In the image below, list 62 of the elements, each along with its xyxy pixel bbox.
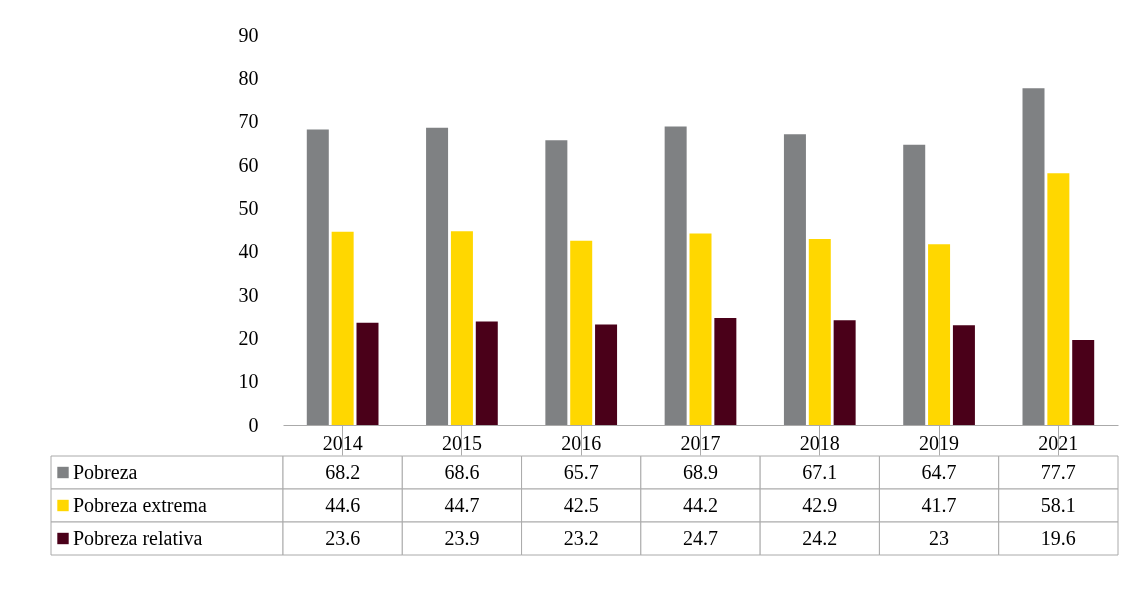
bar	[426, 127, 449, 425]
bar	[595, 324, 618, 425]
bar	[689, 233, 712, 425]
data-label: 41.7	[921, 493, 957, 516]
bar	[331, 231, 354, 425]
data-label: 44.7	[444, 493, 480, 516]
bar	[783, 134, 806, 425]
bar	[1022, 88, 1045, 425]
data-label: 44.6	[325, 493, 361, 516]
data-label: 24.2	[802, 526, 838, 549]
bar	[1072, 340, 1095, 425]
legend-label: Pobreza extrema	[73, 493, 207, 516]
data-label: 44.2	[683, 493, 718, 516]
y-tick-label: 80	[238, 66, 259, 89]
y-tick-label: 90	[238, 23, 259, 46]
legend-label: Pobreza	[73, 460, 138, 483]
x-tick-label: 2017	[680, 431, 721, 454]
data-label: 68.6	[444, 460, 480, 483]
data-label: 68.2	[325, 460, 361, 483]
y-tick-label: 50	[238, 196, 259, 219]
data-label: 19.6	[1040, 526, 1076, 549]
data-label: 65.7	[563, 460, 599, 483]
data-label: 23.2	[563, 526, 599, 549]
bar	[952, 325, 975, 425]
x-tick-label: 2016	[561, 431, 602, 454]
bar	[306, 129, 329, 425]
legend-label: Pobreza relativa	[73, 526, 203, 549]
bar	[664, 126, 687, 425]
data-label: 68.9	[683, 460, 718, 483]
y-tick-label: 0	[248, 413, 259, 436]
data-label: 23.9	[444, 526, 480, 549]
y-tick-label: 10	[238, 370, 259, 393]
bar	[714, 317, 737, 425]
data-label: 23	[929, 526, 950, 549]
x-tick-label: 2014	[322, 431, 363, 454]
data-label: 42.9	[802, 493, 838, 516]
x-tick-label: 2018	[799, 431, 840, 454]
data-label: 23.6	[325, 526, 361, 549]
y-tick-label: 70	[238, 110, 259, 133]
y-tick-label: 40	[238, 240, 259, 263]
bar	[356, 322, 379, 425]
x-tick-label: 2021	[1038, 431, 1079, 454]
bar	[545, 140, 568, 425]
bar	[833, 320, 856, 425]
data-label: 67.1	[802, 460, 838, 483]
x-tick-label: 2019	[919, 431, 960, 454]
y-tick-label: 20	[238, 326, 259, 349]
x-tick-label: 2015	[441, 431, 482, 454]
bar	[570, 240, 593, 425]
bar	[1047, 173, 1070, 425]
y-tick-label: 30	[238, 283, 259, 306]
data-label: 77.7	[1040, 460, 1076, 483]
data-label: 64.7	[921, 460, 957, 483]
bar	[475, 321, 498, 425]
data-label: 58.1	[1040, 493, 1076, 516]
bar	[903, 144, 926, 425]
bar	[808, 239, 831, 425]
bar	[450, 231, 473, 425]
data-label: 24.7	[683, 526, 718, 549]
y-tick-label: 60	[238, 153, 259, 176]
bar	[928, 244, 951, 425]
data-label: 42.5	[563, 493, 599, 516]
